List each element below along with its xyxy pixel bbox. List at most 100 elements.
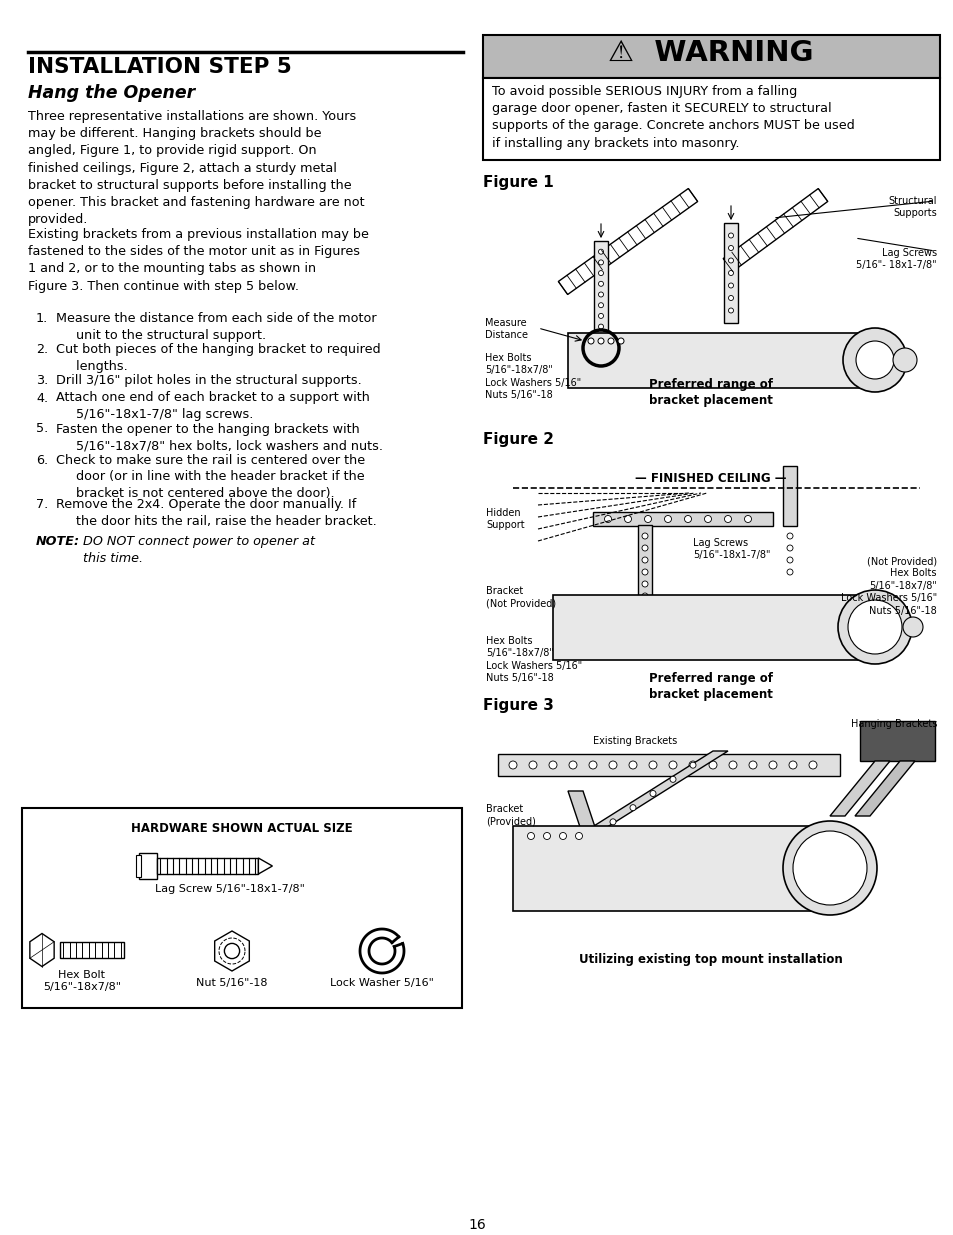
Text: Preferred range of
bracket placement: Preferred range of bracket placement	[648, 378, 772, 408]
Text: Remove the 2x4. Operate the door manually. If
     the door hits the rail, raise: Remove the 2x4. Operate the door manuall…	[56, 498, 376, 527]
Text: Drill 3/16" pilot holes in the structural supports.: Drill 3/16" pilot holes in the structura…	[56, 374, 361, 387]
Circle shape	[607, 338, 614, 345]
Circle shape	[558, 832, 566, 840]
Circle shape	[786, 545, 792, 551]
Bar	[60, 942, 124, 958]
Polygon shape	[594, 241, 607, 348]
Circle shape	[598, 324, 603, 329]
Circle shape	[628, 761, 637, 769]
Circle shape	[224, 944, 239, 958]
Text: Hex Bolt
5/16"-18x7/8": Hex Bolt 5/16"-18x7/8"	[43, 969, 121, 993]
Circle shape	[629, 805, 636, 810]
Circle shape	[588, 761, 597, 769]
Text: Bracket
(Not Provided): Bracket (Not Provided)	[485, 585, 556, 609]
Polygon shape	[578, 751, 727, 836]
Circle shape	[598, 335, 603, 340]
Bar	[22, 808, 461, 1008]
Circle shape	[641, 545, 647, 551]
Text: Lock Washer 5/16": Lock Washer 5/16"	[330, 978, 434, 988]
Bar	[157, 858, 258, 874]
Circle shape	[902, 618, 923, 637]
Circle shape	[608, 761, 617, 769]
Circle shape	[527, 832, 534, 840]
Text: HARDWARE SHOWN ACTUAL SIZE: HARDWARE SHOWN ACTUAL SIZE	[132, 823, 353, 835]
Bar	[482, 35, 939, 78]
Circle shape	[598, 270, 603, 275]
Circle shape	[786, 557, 792, 563]
Text: Existing brackets from a previous installation may be
fastened to the sides of t: Existing brackets from a previous instal…	[28, 228, 369, 293]
Text: NOTE:: NOTE:	[36, 535, 80, 548]
Text: Measure the distance from each side of the motor
     unit to the structural sup: Measure the distance from each side of t…	[56, 312, 376, 342]
Circle shape	[728, 308, 733, 312]
Text: — FINISHED CEILING —: — FINISHED CEILING —	[635, 472, 786, 485]
Circle shape	[728, 258, 733, 263]
Text: Nut 5/16"-18: Nut 5/16"-18	[196, 978, 268, 988]
Circle shape	[786, 569, 792, 576]
Polygon shape	[258, 858, 273, 874]
Circle shape	[664, 515, 671, 522]
Circle shape	[587, 338, 594, 345]
Circle shape	[509, 761, 517, 769]
Circle shape	[598, 338, 603, 345]
Text: Preferred range of
bracket placement: Preferred range of bracket placement	[648, 672, 772, 701]
Circle shape	[648, 761, 657, 769]
Circle shape	[788, 761, 796, 769]
Circle shape	[892, 348, 916, 372]
Circle shape	[708, 761, 717, 769]
Polygon shape	[567, 790, 598, 836]
Bar	[593, 513, 772, 526]
Text: Hidden
Support: Hidden Support	[485, 508, 524, 530]
Text: Structural
Supports: Structural Supports	[887, 196, 936, 219]
Polygon shape	[829, 761, 889, 816]
Circle shape	[641, 605, 647, 611]
Bar	[482, 78, 939, 161]
Bar	[567, 333, 874, 388]
Circle shape	[728, 270, 733, 275]
Text: 2.: 2.	[36, 343, 48, 356]
Bar	[638, 525, 651, 618]
Circle shape	[568, 761, 577, 769]
Circle shape	[609, 819, 616, 825]
Circle shape	[575, 832, 582, 840]
Circle shape	[641, 580, 647, 587]
Text: Lag Screws
5/16"- 18x1-7/8": Lag Screws 5/16"- 18x1-7/8"	[856, 248, 936, 270]
Text: Hang the Opener: Hang the Opener	[28, 84, 195, 103]
Bar	[782, 466, 796, 526]
Polygon shape	[214, 931, 249, 971]
Circle shape	[548, 761, 557, 769]
Circle shape	[669, 777, 676, 782]
Circle shape	[641, 534, 647, 538]
Text: Attach one end of each bracket to a support with
     5/16"-18x1-7/8" lag screws: Attach one end of each bracket to a supp…	[56, 391, 370, 421]
Circle shape	[598, 249, 603, 254]
Circle shape	[847, 600, 901, 655]
Text: Cut both pieces of the hanging bracket to required
     lengths.: Cut both pieces of the hanging bracket t…	[56, 343, 380, 373]
Circle shape	[529, 761, 537, 769]
Circle shape	[684, 515, 691, 522]
Circle shape	[688, 761, 697, 769]
Text: 6.: 6.	[36, 453, 48, 467]
Circle shape	[604, 515, 611, 522]
Text: To avoid possible SERIOUS INJURY from a falling
garage door opener, fasten it SE: To avoid possible SERIOUS INJURY from a …	[492, 85, 854, 149]
Circle shape	[748, 761, 757, 769]
Circle shape	[598, 303, 603, 308]
Text: Existing Brackets: Existing Brackets	[593, 736, 677, 746]
Text: Hex Bolts
5/16"-18x7/8"
Lock Washers 5/16"
Nuts 5/16"-18: Hex Bolts 5/16"-18x7/8" Lock Washers 5/1…	[485, 636, 581, 683]
Circle shape	[543, 832, 550, 840]
Text: Lag Screw 5/16"-18x1-7/8": Lag Screw 5/16"-18x1-7/8"	[155, 884, 305, 894]
Circle shape	[786, 534, 792, 538]
Circle shape	[782, 821, 876, 915]
Circle shape	[641, 557, 647, 563]
Polygon shape	[30, 934, 54, 967]
Bar	[136, 855, 141, 877]
Text: Hex Bolts
5/16"-18x7/8"
Lock Washers 5/16"
Nuts 5/16"-18: Hex Bolts 5/16"-18x7/8" Lock Washers 5/1…	[484, 353, 580, 400]
Circle shape	[598, 291, 603, 296]
Circle shape	[723, 515, 731, 522]
Text: ⚠  WARNING: ⚠ WARNING	[608, 40, 813, 67]
Text: Lag Screws
5/16"-18x1-7/8": Lag Screws 5/16"-18x1-7/8"	[692, 538, 770, 561]
Circle shape	[728, 233, 733, 238]
Text: 5.: 5.	[36, 422, 49, 436]
Circle shape	[598, 314, 603, 319]
Bar	[139, 853, 157, 879]
Circle shape	[728, 246, 733, 251]
Circle shape	[668, 761, 677, 769]
